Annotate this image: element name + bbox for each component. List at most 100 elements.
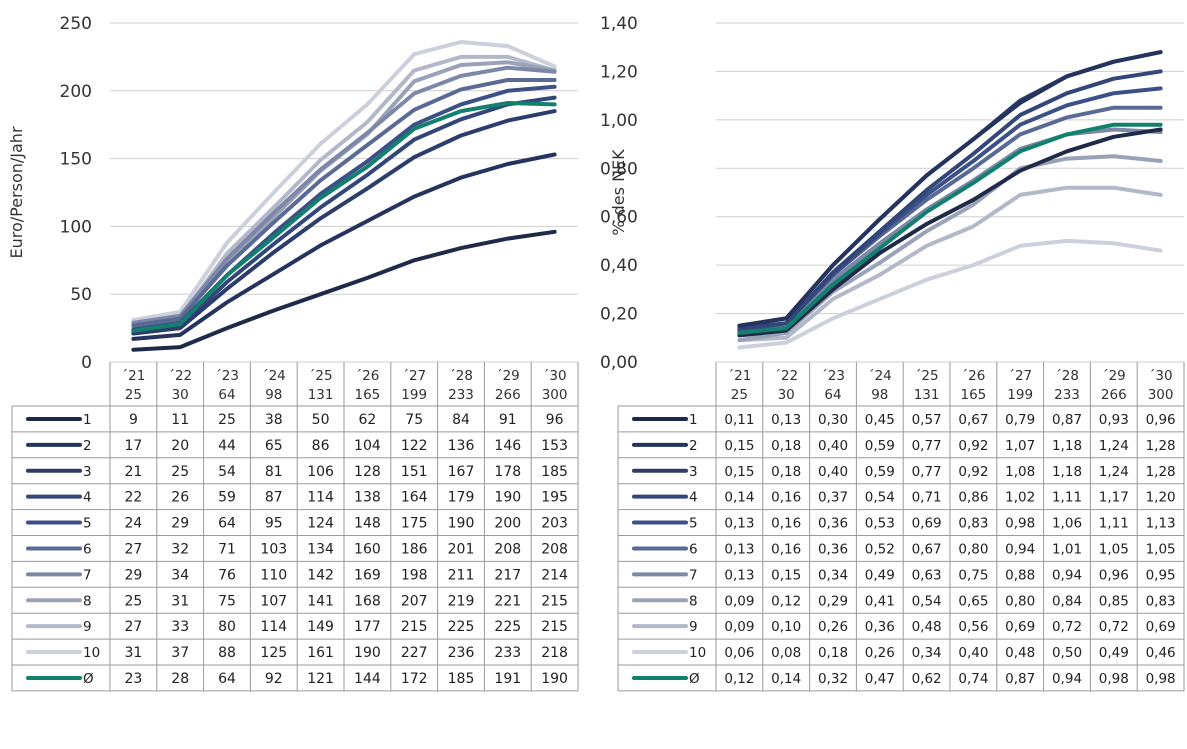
left-data-label: 172 (401, 671, 428, 687)
right-data-label: 0,16 (771, 541, 801, 557)
left-data-label: 114 (307, 490, 334, 506)
right-data-label: 1,18 (1052, 464, 1082, 480)
left-legend-label: 1 (83, 412, 92, 428)
left-category-value: 131 (308, 387, 334, 403)
right-data-label: 0,92 (958, 464, 988, 480)
right-ytick-label: 1,40 (600, 14, 638, 34)
right-ytick-label: 0,60 (600, 208, 638, 228)
left-data-label: 96 (546, 412, 564, 428)
right-data-label: 0,56 (958, 619, 988, 635)
left-data-label: 91 (499, 412, 517, 428)
right-category-value: 98 (871, 387, 888, 403)
right-data-label: 0,09 (724, 619, 754, 635)
right-legend-label: 5 (689, 516, 698, 532)
right-data-label: 0,11 (724, 412, 754, 428)
left-category-value: 98 (265, 387, 282, 403)
left-data-label: 217 (494, 567, 521, 583)
left-data-label: 106 (307, 464, 334, 480)
left-data-label: 195 (541, 490, 568, 506)
right-category-value: 199 (1007, 387, 1033, 403)
left-data-label: 225 (448, 619, 475, 635)
left-data-label: 128 (354, 464, 381, 480)
left-data-label: 11 (171, 412, 189, 428)
right-data-label: 0,72 (1099, 619, 1129, 635)
right-data-label: 0,30 (818, 412, 848, 428)
right-data-label: 0,96 (1146, 412, 1176, 428)
left-category-year: ´24 (262, 368, 286, 384)
left-data-label: 191 (494, 671, 521, 687)
right-data-label: 0,88 (1005, 567, 1035, 583)
right-data-label: 0,79 (1005, 412, 1035, 428)
left-legend-label: Ø (83, 671, 94, 687)
right-series-line-2 (737, 50, 1163, 328)
left-category-value: 199 (401, 387, 427, 403)
right-data-label: 0,18 (771, 438, 801, 454)
right-data-label: 0,69 (1146, 619, 1176, 635)
left-data-label: 33 (171, 619, 189, 635)
right-category-value: 233 (1054, 387, 1080, 403)
left-data-label: 17 (124, 438, 142, 454)
left-data-label: 169 (354, 567, 381, 583)
left-legend-label: 4 (83, 490, 92, 506)
right-data-label: 0,92 (958, 438, 988, 454)
right-data-label: 0,57 (912, 412, 942, 428)
left-category-value: 300 (542, 387, 568, 403)
left-series-line-7 (131, 65, 557, 325)
left-ytick-label: 150 (60, 150, 92, 170)
left-data-label: 59 (218, 490, 236, 506)
right-ytick-label: 0,80 (600, 159, 638, 179)
right-ytick-label: 0,00 (600, 353, 638, 373)
right-data-label: 0,49 (1099, 645, 1129, 661)
left-data-label: 218 (541, 645, 568, 661)
left-data-label: 221 (494, 593, 521, 609)
right-data-label: 1,11 (1052, 490, 1082, 506)
right-category-value: 25 (731, 387, 748, 403)
left-ytick-label: 50 (70, 285, 92, 305)
left-data-label: 185 (541, 464, 568, 480)
right-data-label: 0,98 (1099, 671, 1129, 687)
right-data-label: 0,36 (865, 619, 895, 635)
left-data-label: 178 (494, 464, 521, 480)
right-data-label: 0,15 (724, 438, 754, 454)
left-data-label: 104 (354, 438, 381, 454)
left-category-year: ´27 (402, 368, 426, 384)
left-data-label: 86 (312, 438, 330, 454)
left-data-label: 31 (124, 645, 142, 661)
left-data-label: 64 (218, 516, 236, 532)
right-data-label: 0,69 (912, 516, 942, 532)
left-data-label: 215 (541, 619, 568, 635)
left-data-label: 65 (265, 438, 283, 454)
right-series-line-1 (737, 127, 1163, 338)
right-data-label: 0,13 (724, 541, 754, 557)
right-legend-label: 8 (689, 593, 698, 609)
left-y-axis-label: Euro/Person/Jahr (7, 126, 26, 258)
left-data-label: 207 (401, 593, 428, 609)
left-legend-label: 2 (83, 438, 92, 454)
left-data-label: 37 (171, 645, 189, 661)
left-data-label: 75 (405, 412, 423, 428)
right-data-label: 0,62 (912, 671, 942, 687)
right-category-value: 266 (1101, 387, 1127, 403)
right-series-line-4 (737, 69, 1163, 331)
right-data-label: 1,07 (1005, 438, 1035, 454)
left-category-year: ´29 (496, 368, 520, 384)
right-legend-label: 9 (689, 619, 698, 635)
right-data-label: 1,28 (1146, 464, 1176, 480)
left-data-label: 190 (448, 516, 475, 532)
right-data-label: 0,36 (818, 541, 848, 557)
right-legend-label: Ø (689, 671, 700, 687)
left-data-label: 92 (265, 671, 283, 687)
left-data-label: 151 (401, 464, 428, 480)
right-data-label: 0,54 (865, 490, 895, 506)
left-legend-label: 10 (83, 645, 100, 661)
left-data-label: 107 (260, 593, 287, 609)
left-data-label: 149 (307, 619, 334, 635)
left-data-label: 161 (307, 645, 334, 661)
left-data-label: 24 (124, 516, 142, 532)
left-data-label: 29 (124, 567, 142, 583)
left-data-label: 185 (448, 671, 475, 687)
right-data-label: 0,50 (1052, 645, 1082, 661)
right-data-label: 0,84 (1052, 593, 1082, 609)
left-series-line-2 (131, 152, 557, 341)
right-category-value: 165 (961, 387, 987, 403)
